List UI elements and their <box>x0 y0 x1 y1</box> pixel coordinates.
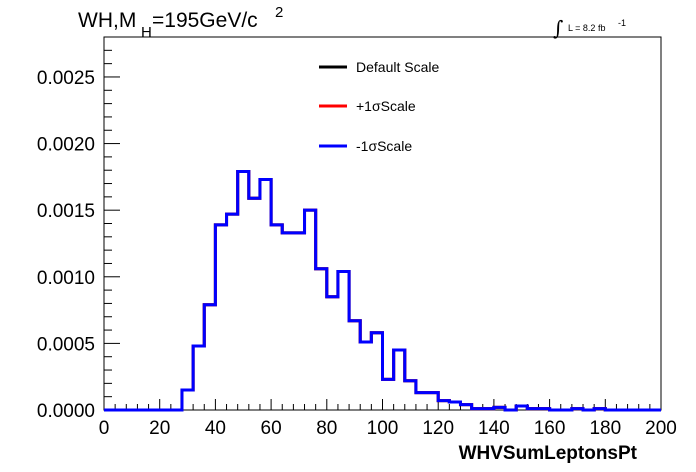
legend-label-plus: +1σScale <box>356 98 416 114</box>
legend-label-default: Default Scale <box>356 59 439 75</box>
luminosity-superscript: -1 <box>618 18 626 28</box>
x-tick-label: 160 <box>534 418 566 439</box>
legend: Default Scale +1σScale -1σScale <box>319 59 439 154</box>
x-tick-label: 60 <box>261 418 282 439</box>
x-tick-label: 80 <box>316 418 337 439</box>
axes: 0 20 40 60 80 100 120 140 160 180 200 0.0000 0.0005 0… <box>37 36 677 439</box>
title-subscript: H <box>141 24 152 41</box>
x-tick-label: 120 <box>422 418 454 439</box>
title-prefix: WH,M <box>78 9 136 32</box>
x-tick-label: 180 <box>589 418 621 439</box>
y-tick-label: 0.0015 <box>37 201 95 222</box>
title-superscript: 2 <box>275 4 283 21</box>
series-line-2 <box>104 170 661 412</box>
integral-symbol: ∫ <box>553 16 563 40</box>
x-tick-label: 100 <box>367 418 399 439</box>
chart-title: WH,M H =195GeV/c 2 <box>78 4 283 41</box>
luminosity-label: ∫ L = 8.2 fb -1 <box>553 16 626 40</box>
y-tick-label: 0.0025 <box>37 68 95 89</box>
x-axis-title: WHVSumLeptonsPt <box>459 443 638 464</box>
y-tick-label: 0.0000 <box>37 401 95 422</box>
legend-label-minus: -1σScale <box>356 138 412 154</box>
x-tick-label: 200 <box>645 418 677 439</box>
y-tick-label: 0.0020 <box>37 135 95 156</box>
series-lines <box>104 170 661 412</box>
luminosity-text: L = 8.2 fb <box>568 23 605 33</box>
y-tick-label: 0.0010 <box>37 268 95 289</box>
x-tick-label: 140 <box>478 418 510 439</box>
title-value: =195GeV/c <box>152 9 258 32</box>
x-tick-label: 40 <box>205 418 226 439</box>
svg-text:WH,M: WH,M <box>78 9 136 32</box>
x-tick-label: 0 <box>99 418 110 439</box>
x-tick-label: 20 <box>149 418 170 439</box>
y-tick-label: 0.0005 <box>37 334 95 355</box>
